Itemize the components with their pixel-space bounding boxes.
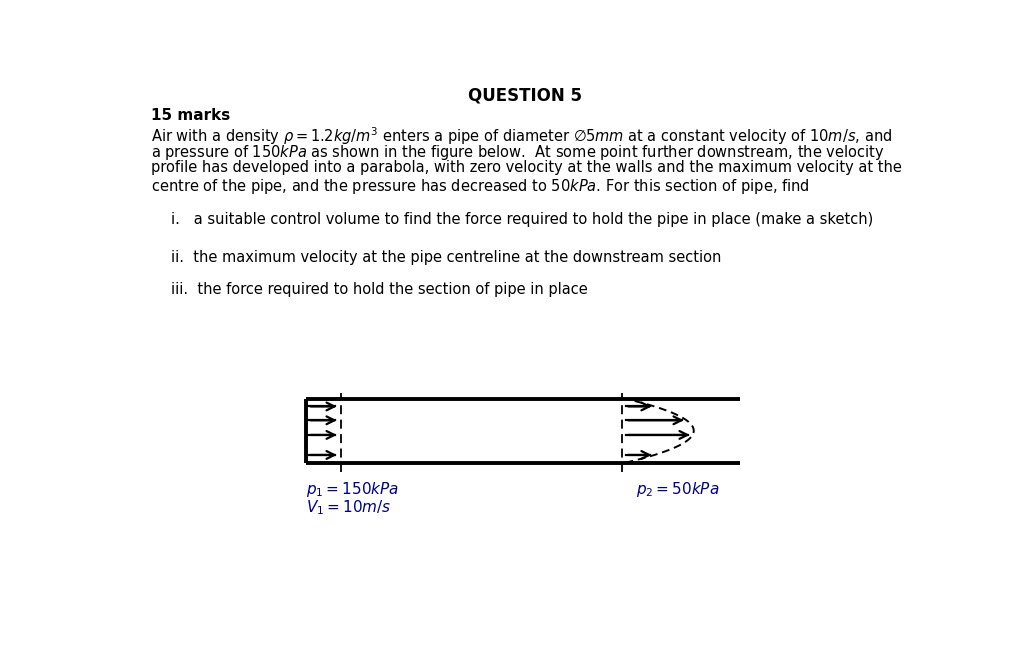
Text: $p_1 = 150kPa$: $p_1 = 150kPa$ — [306, 480, 399, 498]
Text: profile has developed into a parabola, with zero velocity at the walls and the m: profile has developed into a parabola, w… — [152, 160, 902, 175]
Text: QUESTION 5: QUESTION 5 — [468, 87, 582, 105]
Text: ii.  the maximum velocity at the pipe centreline at the downstream section: ii. the maximum velocity at the pipe cen… — [171, 250, 721, 265]
Text: $V_1 = 10m/s$: $V_1 = 10m/s$ — [306, 498, 391, 517]
Text: Air with a density $\rho = 1.2kg/m^3$ enters a pipe of diameter $\varnothing 5mm: Air with a density $\rho = 1.2kg/m^3$ en… — [152, 125, 892, 147]
Text: 15 marks: 15 marks — [152, 108, 230, 123]
Text: centre of the pipe, and the pressure has decreased to $50kPa$. For this section : centre of the pipe, and the pressure has… — [152, 178, 810, 197]
Text: $p_2 = 50kPa$: $p_2 = 50kPa$ — [636, 480, 720, 498]
Text: iii.  the force required to hold the section of pipe in place: iii. the force required to hold the sect… — [171, 282, 588, 298]
Text: i.   a suitable control volume to find the force required to hold the pipe in pl: i. a suitable control volume to find the… — [171, 212, 872, 226]
Text: a pressure of $150kPa$ as shown in the figure below.  At some point further down: a pressure of $150kPa$ as shown in the f… — [152, 143, 885, 162]
